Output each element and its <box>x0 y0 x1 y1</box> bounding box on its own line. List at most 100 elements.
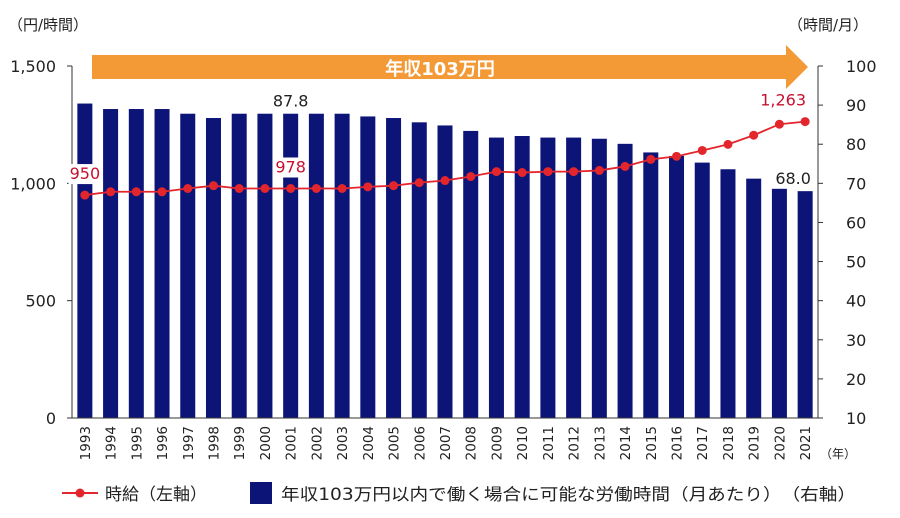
bar-1997 <box>180 113 196 419</box>
x-tick-label: 1995 <box>129 426 145 460</box>
wage-point-2021 <box>800 117 810 127</box>
right-tick-label: 80 <box>846 135 866 154</box>
x-tick-label: 1996 <box>155 426 171 460</box>
left-axis-unit: （円/時間） <box>8 16 88 34</box>
bar-1994 <box>103 109 119 419</box>
right-tick-label: 20 <box>846 370 866 389</box>
x-tick-label: 2021 <box>798 426 814 460</box>
wage-point-2005 <box>389 181 399 191</box>
banner-text: 年収103万円 <box>385 58 495 80</box>
right-tick-label: 100 <box>846 57 877 76</box>
bar-2002 <box>308 113 324 419</box>
bar-1999 <box>231 113 247 419</box>
wage-point-2003 <box>337 183 347 193</box>
label-bg <box>68 164 102 185</box>
x-tick-label: 2017 <box>695 426 711 460</box>
wage-point-2016 <box>672 151 682 161</box>
x-tick-label: 2005 <box>387 426 403 460</box>
legend: 時給（左軸） 年収103万円以内で働く場合に可能な労働時間（月あたり） （右軸） <box>62 482 856 505</box>
bar-2011 <box>540 137 556 418</box>
x-tick-label: 2013 <box>592 426 608 460</box>
wage-point-1998 <box>208 181 218 191</box>
x-tick-label: 1994 <box>104 426 120 460</box>
right-tick-label: 70 <box>846 174 866 193</box>
bar-2018 <box>720 169 736 418</box>
bar-2013 <box>591 138 607 418</box>
right-tick-label: 50 <box>846 253 866 272</box>
wage-point-2010 <box>517 168 527 178</box>
hours-label-2021: 68.0 <box>775 169 811 188</box>
wage-point-2018 <box>723 139 733 149</box>
label-bg <box>757 90 809 111</box>
bar-2014 <box>617 143 633 418</box>
x-tick-label: 2020 <box>772 426 788 460</box>
x-tick-label: 1999 <box>232 426 248 460</box>
wage-point-1997 <box>183 183 193 193</box>
right-tick-label: 40 <box>846 292 866 311</box>
x-tick-label: 2011 <box>541 426 557 460</box>
bar-2015 <box>643 152 659 419</box>
x-axis-unit: （年） <box>820 447 856 461</box>
bar-2007 <box>437 125 453 419</box>
x-tick-label: 2004 <box>361 426 377 460</box>
banner-arrow: 年収103万円 <box>92 45 808 89</box>
wage-point-2017 <box>697 145 707 155</box>
hours-label-2001: 87.8 <box>273 92 309 111</box>
x-tick-label: 2019 <box>747 426 763 460</box>
wage-point-2007 <box>440 176 450 186</box>
x-tick-label: 2018 <box>721 426 737 460</box>
right-tick-label: 90 <box>846 96 866 115</box>
bar-1995 <box>128 109 144 419</box>
x-tick-label: 1998 <box>206 426 222 460</box>
wage-point-1996 <box>157 187 167 197</box>
bar-2000 <box>257 113 273 419</box>
wage-point-1993 <box>80 190 90 200</box>
legend-bar-swatch <box>250 482 272 504</box>
bar-2010 <box>514 136 530 418</box>
x-tick-label: 2009 <box>489 426 505 460</box>
x-tick-label: 2006 <box>412 426 428 460</box>
wage-label-1993: 950 <box>70 164 101 183</box>
x-tick-label: 2001 <box>284 426 300 460</box>
x-tick-label: 2016 <box>670 426 686 460</box>
right-tick-label: 60 <box>846 213 866 232</box>
wage-point-2006 <box>414 178 424 188</box>
left-tick-label: 1,000 <box>10 174 56 193</box>
x-tick-label: 2002 <box>309 426 325 460</box>
x-tick-label: 2010 <box>515 426 531 460</box>
wage-point-2001 <box>286 183 296 193</box>
wage-point-2008 <box>466 172 476 182</box>
bar-2004 <box>360 116 376 418</box>
wage-point-2020 <box>774 119 784 129</box>
x-tick-label: 2007 <box>438 426 454 460</box>
x-tick-label: 2015 <box>644 426 660 460</box>
bar-2019 <box>746 178 762 418</box>
left-tick-label: 500 <box>25 292 56 311</box>
wage-point-2011 <box>543 167 553 177</box>
legend-bar-label: 年収103万円以内で働く場合に可能な労働時間（月あたり） （右軸） <box>281 485 856 504</box>
x-tick-label: 1997 <box>181 426 197 460</box>
bar-2006 <box>411 122 427 418</box>
legend-line-label: 時給（左軸） <box>105 485 207 505</box>
label-bg <box>274 157 307 178</box>
left-tick-label: 0 <box>46 409 56 428</box>
wage-point-2004 <box>363 182 373 192</box>
x-tick-label: 2003 <box>335 426 351 460</box>
bar-2021 <box>797 191 813 418</box>
wage-point-2013 <box>594 165 604 175</box>
wage-point-2019 <box>749 130 759 140</box>
wage-label-2001: 978 <box>275 157 306 176</box>
wage-point-1999 <box>234 183 244 193</box>
bar-1996 <box>154 109 170 419</box>
wage-point-2012 <box>569 167 579 177</box>
x-tick-label: 2012 <box>567 426 583 460</box>
wage-label-2021: 1,263 <box>760 91 806 110</box>
wage-point-2002 <box>311 183 321 193</box>
bar-1993 <box>77 103 93 419</box>
bar-2016 <box>669 155 685 418</box>
x-tick-label: 2000 <box>258 426 274 460</box>
wage-point-1994 <box>106 187 116 197</box>
bar-2020 <box>771 188 787 418</box>
bar-2009 <box>488 137 504 418</box>
x-tick-label: 1993 <box>78 426 94 460</box>
